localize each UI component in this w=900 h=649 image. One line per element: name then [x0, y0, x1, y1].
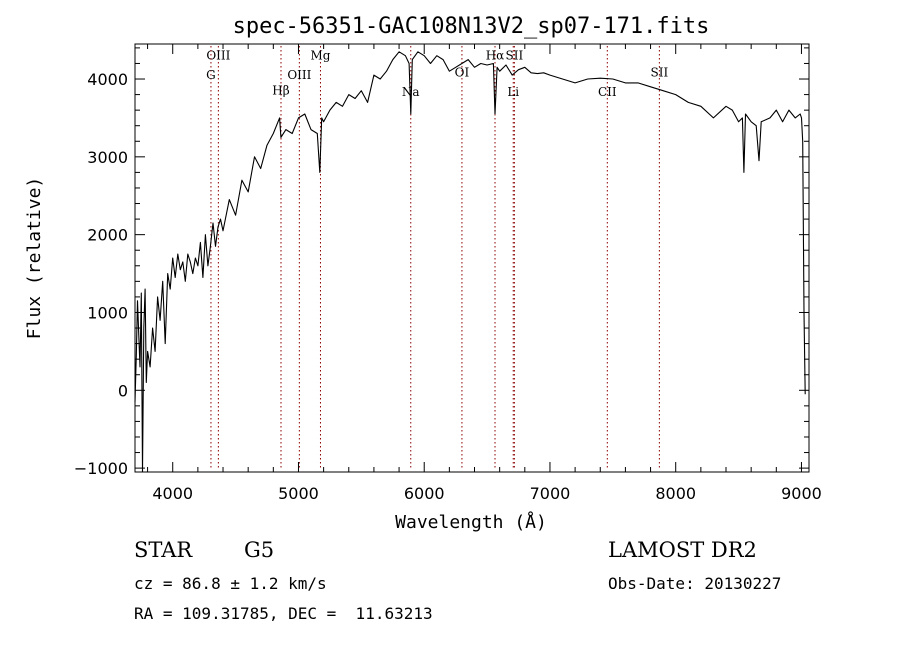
- spectral-line-label: CII: [598, 85, 617, 99]
- y-tick-label: −1000: [74, 459, 128, 478]
- spectral-line-label: G: [206, 68, 216, 82]
- spectral-line-label: Hβ: [272, 84, 289, 98]
- tick-labels: 4000 5000 6000 7000 8000 9000 −1000 0 1000 2000 30…: [74, 70, 822, 503]
- coordinates-text: RA = 109.31785, DEC = 11.63213: [134, 604, 433, 623]
- y-tick-label: 2000: [87, 226, 128, 245]
- spectral-line-label: Na: [402, 85, 420, 99]
- x-tick-label: 4000: [152, 484, 193, 503]
- y-tick-label: 0: [118, 381, 128, 400]
- chart-title: spec-56351-GAC108N13V2_sp07-171.fits: [233, 14, 710, 39]
- x-tick-label: 9000: [781, 484, 822, 503]
- spectral-line-label: Li: [507, 85, 519, 99]
- spectral-line-label: OI: [455, 66, 470, 80]
- x-tick-label: 8000: [655, 484, 696, 503]
- plot-frame: [134, 43, 810, 473]
- obs-date-text: Obs-Date: 20130227: [608, 574, 782, 593]
- object-class: STAR: [134, 538, 193, 562]
- spectrum-line: [134, 51, 806, 473]
- spectral-line-label: OIII: [287, 68, 311, 82]
- spectral-line-label: SII: [651, 66, 669, 80]
- axis-ticks: [135, 44, 809, 472]
- x-tick-label: 5000: [278, 484, 319, 503]
- survey-name: LAMOST DR2: [608, 538, 757, 562]
- y-tick-label: 4000: [87, 70, 128, 89]
- x-tick-label: 7000: [530, 484, 571, 503]
- x-tick-label: 6000: [404, 484, 445, 503]
- spectral-line-label: SII: [506, 49, 524, 63]
- y-tick-label: 1000: [87, 303, 128, 322]
- spectral-line-label: OIII: [206, 49, 230, 63]
- spectral-line-label: Hα: [486, 49, 505, 63]
- spectral-line-label: Mg: [310, 49, 330, 63]
- y-axis-label: Flux (relative): [24, 177, 45, 340]
- object-subclass: G5: [244, 538, 275, 562]
- redshift-text: cz = 86.8 ± 1.2 km/s: [134, 574, 327, 593]
- y-tick-label: 3000: [87, 148, 128, 167]
- spectrum-series: [134, 51, 806, 473]
- x-axis-label: Wavelength (Å): [395, 511, 547, 533]
